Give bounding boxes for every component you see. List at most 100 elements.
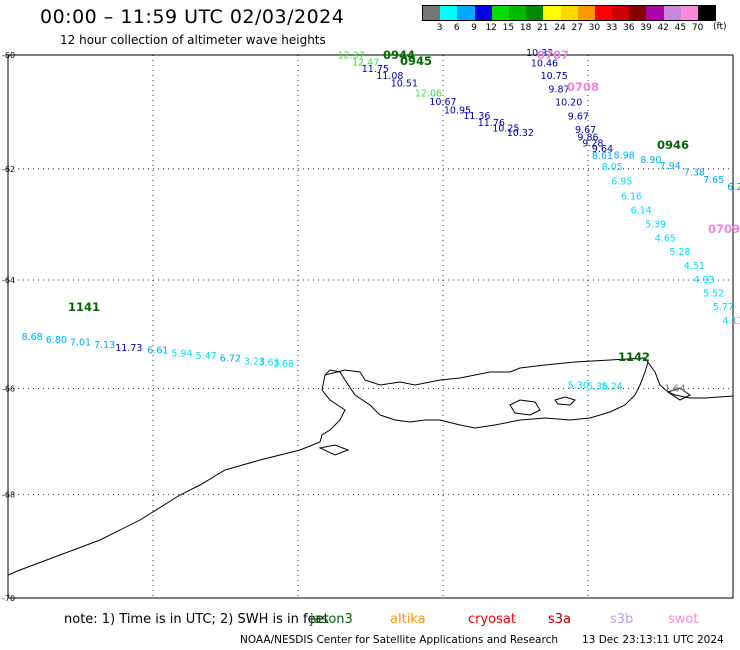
wave-height-label: 6.61 [147, 346, 168, 357]
color-swatch [560, 6, 578, 20]
wave-height-label: 10.46 [531, 58, 558, 69]
color-swatch [680, 6, 698, 20]
wave-height-label: 9.87 [548, 84, 569, 95]
wave-height-label: 5.30 [568, 381, 589, 392]
wave-height-label: 1.64 [664, 383, 685, 394]
wave-height-label: 4.65 [655, 233, 676, 244]
wave-height-label: 5.77 [713, 302, 734, 313]
color-swatch [508, 6, 527, 20]
wave-height-label: 7.13 [94, 340, 115, 351]
color-scale-label: 45 [674, 23, 687, 33]
wave-height-label: 9.28 [582, 138, 603, 149]
footer-note: note: 1) Time is in UTC; 2) SWH is in fe… [64, 612, 329, 627]
wave-height-label: 10.75 [541, 71, 568, 82]
credit-line: NOAA/NESDIS Center for Satellite Applica… [240, 634, 558, 646]
wave-height-label: 3.63 [258, 357, 279, 368]
color-swatch [491, 6, 509, 20]
color-swatch [474, 6, 492, 20]
wave-height-label: 6.16 [621, 192, 642, 203]
satellite-legend-item: swot [668, 612, 699, 627]
color-scale-label: 36 [623, 23, 635, 33]
wave-height-label: 10.33 [526, 48, 553, 59]
color-swatch [423, 6, 441, 20]
satellite-legend-item: altika [390, 612, 426, 627]
color-scale-labels: 3 6 9 12 15 18 21 24 27 30 33 36 39 42 45 70 [422, 21, 716, 33]
color-swatch [543, 6, 561, 20]
wave-height-label: 6.80 [46, 335, 67, 346]
wave-height-label: 11.08 [376, 71, 403, 82]
wave-height-label: 10.32 [507, 128, 534, 139]
satellite-legend-item: s3a [548, 612, 572, 627]
wave-height-label: 10.67 [429, 97, 456, 108]
wave-height-label: 10.25 [492, 124, 519, 135]
wave-height-label: 4.51 [684, 261, 705, 272]
wave-height-label: 8.61 [592, 151, 613, 162]
color-scale-label: 18 [519, 23, 532, 33]
pass-time-label: 0946 [657, 138, 689, 152]
wave-height-label: 10.51 [391, 79, 418, 90]
wave-height-label: 3.23 [244, 356, 265, 367]
wave-height-label: 5.47 [196, 351, 217, 362]
wave-height-label: 5.36 [587, 382, 608, 393]
color-swatch [646, 6, 664, 20]
pass-time-label: 0707 [537, 48, 569, 62]
wave-height-label: 7.94 [660, 161, 681, 172]
color-swatch [612, 6, 630, 20]
wave-height-label: 10.20 [555, 97, 582, 108]
satellite-legend-item: s3b [610, 612, 634, 627]
ice-island-small-1 [509, 399, 541, 416]
color-swatch [577, 6, 595, 20]
pass-time-label: 0944 [383, 48, 415, 62]
page-title: 00:00 – 11:59 UTC 02/03/2024 [40, 6, 345, 28]
wave-height-label: 11.36 [463, 111, 490, 122]
pass-time-label: 1142 [618, 350, 650, 364]
lat-tick-label: -68 [2, 491, 15, 500]
lat-tick-label: -64 [2, 276, 15, 285]
pass-time-label: 1141 [68, 300, 100, 314]
wave-height-label: 4.93 [693, 275, 714, 286]
color-swatch [698, 6, 716, 20]
color-swatch [594, 6, 613, 20]
generated-timestamp: 13 Dec 23:13:11 UTC 2024 [582, 634, 724, 646]
satellite-legend-item: jason3 [310, 612, 353, 627]
wave-height-label: 7.01 [70, 337, 91, 348]
pass-time-label: 0709 [708, 222, 740, 236]
color-swatch [440, 6, 458, 20]
wave-height-label: 11.76 [478, 118, 505, 129]
lat-tick-label: -60 [2, 51, 15, 60]
color-swatch [663, 6, 681, 20]
wave-height-label: 9.86 [577, 133, 598, 144]
color-scale-label: 21 [537, 23, 549, 33]
wave-height-label: 9.64 [592, 144, 613, 155]
wave-height-label: 8.68 [22, 332, 43, 343]
color-scale-unit: (ft) [713, 22, 727, 32]
wave-height-label: 6.95 [611, 177, 632, 188]
wave-height-label: 9.67 [568, 112, 589, 123]
wave-height-label: 7.38 [684, 168, 705, 179]
wave-height-label: 8.98 [614, 151, 635, 162]
color-scale-label: 15 [502, 23, 515, 33]
page-subtitle: 12 hour collection of altimeter wave hei… [60, 33, 326, 47]
axis-ticks: 757881848790-60-62-64-66-68-70 [2, 51, 15, 603]
wave-height-label: 4.11 [722, 316, 740, 327]
antarctic-coastline [7, 357, 734, 576]
wave-height-label: 5.28 [669, 247, 690, 258]
map-frame [7, 54, 734, 599]
wave-height-label: 10.95 [444, 105, 471, 116]
ice-island-small-2 [554, 396, 576, 406]
wave-height-label: 12.37 [338, 50, 365, 61]
wave-height-label: 5.39 [645, 220, 666, 231]
wave-height-label: 11.75 [362, 64, 389, 75]
ice-island-small-4 [666, 387, 691, 401]
color-scale-label: 39 [640, 23, 652, 33]
pass-time-label: 0708 [567, 80, 599, 94]
wave-height-label: 12.06 [415, 88, 442, 99]
color-scale-label: 70 [691, 23, 704, 33]
lat-tick-label: -70 [2, 594, 15, 603]
color-scale-label: 27 [571, 23, 583, 33]
wave-height-label: 5.94 [171, 348, 192, 359]
wave-height-label: 6.14 [631, 206, 652, 217]
wave-height-label: 5.52 [703, 288, 724, 299]
pass-time-label: 0945 [400, 54, 432, 68]
color-scale-label: 6 [453, 23, 460, 33]
